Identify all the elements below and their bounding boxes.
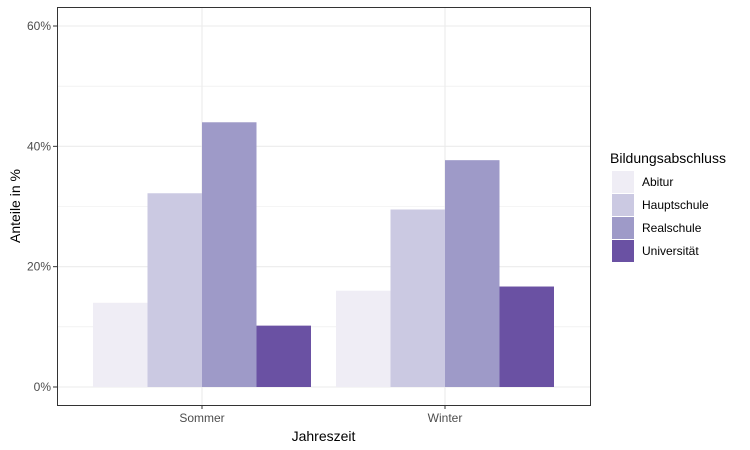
x-tick-label: Winter — [428, 411, 463, 425]
legend-key-hauptschule — [612, 194, 634, 216]
legend-key-universität — [612, 240, 634, 262]
legend-label: Hauptschule — [642, 198, 709, 212]
legend-key-abitur — [612, 171, 634, 193]
legend-label: Realschule — [642, 221, 702, 235]
bar-universität-winter — [499, 286, 554, 387]
bar-realschule-sommer — [202, 122, 257, 388]
legend-label: Abitur — [642, 175, 673, 189]
panel-border — [57, 7, 591, 406]
y-tick-label: 40% — [27, 139, 51, 153]
x-axis-title: Jahreszeit — [292, 428, 356, 444]
bar-abitur-winter — [336, 290, 391, 387]
bar-hauptschule-winter — [390, 209, 445, 387]
y-tick-label: 20% — [27, 260, 51, 274]
y-tick-label: 0% — [34, 380, 52, 394]
bar-realschule-winter — [445, 160, 500, 387]
y-axis-title: Anteile in % — [7, 169, 23, 243]
axes: 0% 20% 40% 60% Sommer Winter — [27, 19, 462, 425]
x-tick-label: Sommer — [179, 411, 224, 425]
bar-hauptschule-sommer — [147, 193, 202, 387]
legend-title: Bildungsabschluss — [610, 150, 726, 166]
bars — [93, 122, 554, 388]
bar-abitur-sommer — [93, 302, 148, 387]
y-tick-label: 60% — [27, 19, 51, 33]
legend-label: Universität — [642, 244, 699, 258]
bar-universität-sommer — [256, 325, 311, 387]
legend-key-realschule — [612, 217, 634, 239]
legend: Bildungsabschluss Abitur Hauptschule Reals… — [610, 150, 726, 262]
